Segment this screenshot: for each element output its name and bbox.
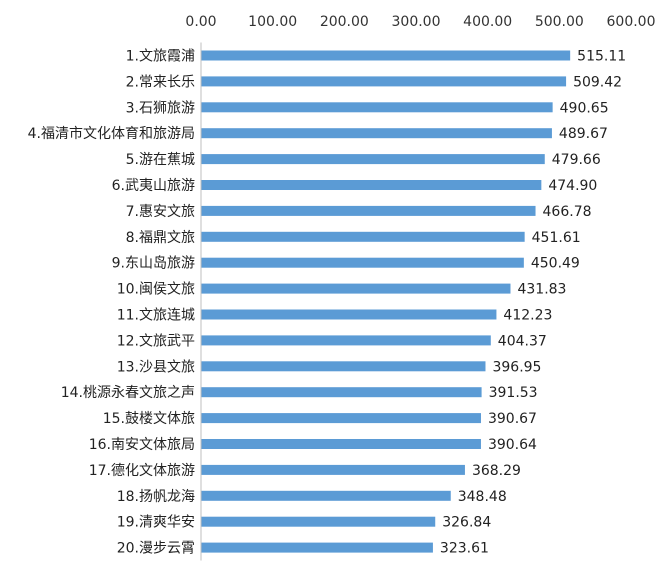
category-label: 15.鼓楼文体旅 — [103, 411, 195, 427]
bar — [201, 335, 491, 346]
x-tick-label: 100.00 — [248, 14, 297, 30]
x-tick-label: 400.00 — [463, 14, 512, 30]
bar — [201, 413, 481, 424]
category-label: 8.福鼎文旅 — [126, 230, 195, 246]
x-tick-label: 0.00 — [185, 14, 216, 30]
category-label: 6.武夷山旅游 — [112, 178, 195, 194]
category-label: 2.常来长乐 — [126, 74, 195, 90]
bar — [201, 128, 552, 139]
value-label: 391.53 — [489, 385, 538, 401]
category-label: 16.南安文体旅局 — [89, 437, 195, 453]
bar — [201, 542, 433, 553]
x-tick-label: 200.00 — [320, 14, 369, 30]
bar — [201, 490, 451, 501]
bar — [201, 516, 436, 527]
bar — [201, 231, 525, 242]
value-label: 390.64 — [488, 437, 537, 453]
value-label: 509.42 — [573, 74, 622, 90]
bar — [201, 102, 553, 113]
bar — [201, 309, 497, 320]
x-tick-label: 300.00 — [392, 14, 441, 30]
bar — [201, 205, 536, 216]
value-label: 326.84 — [442, 515, 491, 531]
category-label: 19.清爽华安 — [117, 515, 195, 531]
bar — [201, 361, 486, 372]
value-label: 450.49 — [531, 256, 580, 272]
category-labels: 1.文旅霞浦 2.常来长乐 3.石狮旅游 4.福清市文化体育和旅游局 5.游在蕉城 6.武… — [28, 49, 195, 557]
category-label: 20.漫步云霄 — [117, 541, 195, 557]
category-label: 9.东山岛旅游 — [112, 256, 195, 272]
category-label: 12.文旅武平 — [117, 333, 195, 349]
category-label: 1.文旅霞浦 — [126, 49, 195, 65]
value-label: 348.48 — [458, 489, 507, 505]
bar — [201, 439, 481, 449]
value-label: 490.65 — [560, 100, 609, 116]
bar — [201, 154, 545, 165]
value-label: 489.67 — [559, 126, 608, 142]
value-label: 404.37 — [498, 333, 547, 349]
value-label: 368.29 — [472, 463, 521, 479]
category-label: 7.惠安文旅 — [126, 204, 195, 220]
category-label: 18.扬帆龙海 — [117, 489, 195, 505]
value-label: 515.11 — [577, 49, 626, 65]
value-label: 474.90 — [548, 178, 597, 194]
bar — [201, 464, 465, 475]
bar — [201, 387, 482, 398]
value-label: 431.83 — [517, 282, 566, 298]
value-label: 466.78 — [543, 204, 592, 220]
bar — [201, 283, 511, 294]
x-tick-label: 600.00 — [607, 14, 656, 30]
category-label: 13.沙县文旅 — [117, 359, 195, 375]
value-label: 390.67 — [488, 411, 537, 427]
category-label: 14.桃源永春文旅之声 — [61, 385, 195, 401]
category-label: 3.石狮旅游 — [126, 100, 195, 116]
value-label: 479.66 — [552, 152, 601, 168]
bar — [201, 50, 571, 61]
bar — [201, 180, 542, 190]
bars — [201, 50, 571, 553]
category-label: 5.游在蕉城 — [126, 152, 195, 168]
value-label: 396.95 — [492, 359, 541, 375]
category-label: 17.德化文体旅游 — [89, 463, 195, 479]
bar — [201, 76, 567, 87]
value-labels: 515.11 509.42 490.65 489.67 479.66 474.90 466.… — [440, 49, 626, 557]
x-tick-label: 500.00 — [535, 14, 584, 30]
bar — [201, 257, 524, 268]
value-label: 323.61 — [440, 541, 489, 557]
value-label: 412.23 — [503, 308, 552, 324]
category-label: 4.福清市文化体育和旅游局 — [28, 125, 195, 142]
value-label: 451.61 — [532, 230, 581, 246]
category-label: 11.文旅连城 — [117, 308, 195, 324]
x-axis-ticks: 0.00 100.00 200.00 300.00 400.00 500.00 600.00 — [185, 14, 655, 30]
category-label: 10.闽侯文旅 — [117, 282, 195, 298]
